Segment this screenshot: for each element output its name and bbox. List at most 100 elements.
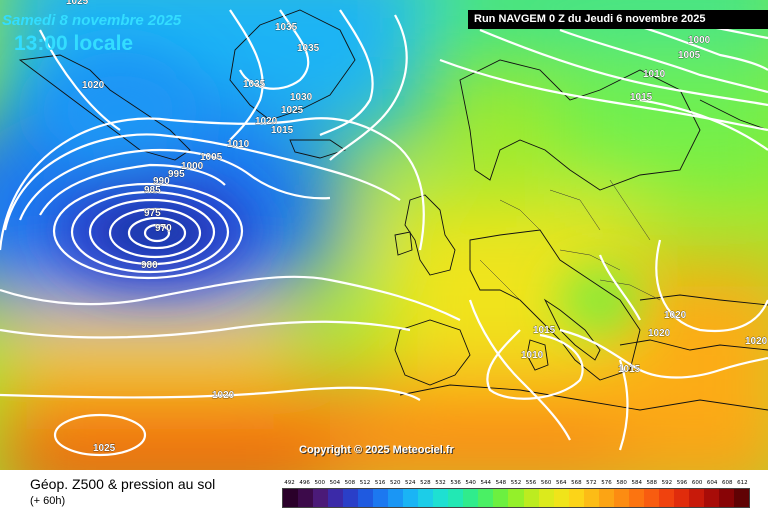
scale-tick-label: 500 <box>314 480 325 486</box>
scale-tick-label: 524 <box>405 480 416 486</box>
scale-tick-label: 504 <box>329 480 341 486</box>
scale-tick-label: 584 <box>631 480 642 486</box>
isobar-label: 1025 <box>66 0 89 7</box>
scale-tick-label: 560 <box>540 480 552 486</box>
scale-tick-label: 540 <box>465 480 476 486</box>
scale-swatch <box>583 489 599 507</box>
scale-swatch <box>418 489 434 507</box>
legend-footer: Géop. Z500 & pression au sol (+ 60h) 492… <box>0 470 768 512</box>
scale-tick-label: 604 <box>706 480 718 486</box>
isobar-label: 1010 <box>521 350 544 361</box>
scale-tick-label: 520 <box>389 480 401 486</box>
color-scale-labels: 492 496 500 504 508 512 516 520 524 528 532 536 540 5… <box>282 480 750 486</box>
scale-tick-label: 532 <box>435 480 446 486</box>
scale-swatch <box>613 489 629 507</box>
scale-swatch <box>463 489 479 507</box>
isobar-label: 1015 <box>618 364 641 375</box>
isobar-label: 1035 <box>297 43 320 54</box>
scale-tick-label: 596 <box>676 480 688 486</box>
scale-tick-label: 496 <box>299 480 310 486</box>
scale-swatch <box>553 489 569 507</box>
scale-tick-label: 492 <box>284 480 295 486</box>
isobar-label: 1005 <box>678 50 701 61</box>
scale-swatch <box>358 489 374 507</box>
scale-swatch <box>283 489 299 507</box>
map-canvas: 1025 1035 1035 1020 1035 1030 1025 1020 … <box>0 0 768 470</box>
isobar-label: 995 <box>168 169 185 180</box>
forecast-date: Samedi 8 novembre 2025 <box>2 12 182 29</box>
forecast-time: 13:00 locale <box>14 32 134 55</box>
isobar-label: 1005 <box>200 152 223 163</box>
scale-swatch <box>388 489 404 507</box>
isobar-label: 1035 <box>275 22 298 33</box>
scale-tick-label: 528 <box>420 480 431 486</box>
isobar-label: 975 <box>144 208 161 219</box>
isobar-label: 1020 <box>745 336 768 347</box>
isobar-label: 985 <box>144 185 161 196</box>
borders <box>479 179 661 301</box>
scale-swatch <box>328 489 344 507</box>
scale-swatch <box>568 489 584 507</box>
isobar-label: 1020 <box>82 80 105 91</box>
scale-tick-label: 588 <box>646 480 658 486</box>
isobar-labels: 1025 1035 1035 1020 1035 1030 1025 1020 … <box>66 0 768 454</box>
scale-swatch <box>373 489 389 507</box>
isobar-label: 1000 <box>181 161 204 172</box>
isobar-label: 990 <box>153 176 170 187</box>
scale-swatch <box>703 489 719 507</box>
isobar-label: 1015 <box>533 325 556 336</box>
isobar-label: 1015 <box>271 125 294 136</box>
scale-swatch <box>508 489 524 507</box>
scale-tick-label: 544 <box>480 480 492 486</box>
scale-swatch <box>733 489 749 507</box>
isobar-label: 1010 <box>227 139 250 150</box>
isobar-label: 1000 <box>688 35 711 46</box>
scale-swatch <box>598 489 614 507</box>
color-scale: 492 496 500 504 508 512 516 520 524 528 532 536 540 5… <box>282 480 750 508</box>
scale-tick-label: 536 <box>450 480 461 486</box>
scale-tick-label: 552 <box>510 480 522 486</box>
scale-tick-label: 592 <box>661 480 673 486</box>
scale-tick-label: 572 <box>586 480 597 486</box>
scale-swatch <box>688 489 704 507</box>
scale-swatch <box>628 489 644 507</box>
isobar-label: 1020 <box>212 390 235 401</box>
coastlines <box>18 9 768 411</box>
isobar-label: 1010 <box>643 69 666 80</box>
isobar-label: 1020 <box>648 328 671 339</box>
scale-tick-label: 608 <box>722 480 733 486</box>
scale-tick-label: 564 <box>555 480 567 486</box>
scale-tick-label: 568 <box>571 480 582 486</box>
scale-tick-label: 548 <box>495 480 507 486</box>
scale-swatch <box>433 489 449 507</box>
legend-title: Géop. Z500 & pression au sol <box>30 476 216 492</box>
scale-tick-label: 576 <box>601 480 612 486</box>
scale-swatch <box>643 489 659 507</box>
copyright-notice: Copyright © 2025 Meteociel.fr <box>299 444 454 456</box>
scale-tick-label: 580 <box>616 480 627 486</box>
isobar-label: 1020 <box>255 116 278 127</box>
scale-swatch <box>538 489 554 507</box>
isobar-label: 1015 <box>630 92 653 103</box>
scale-tick-label: 612 <box>737 480 748 486</box>
isobar-label: 1030 <box>290 92 313 103</box>
scale-swatch <box>478 489 494 507</box>
scale-tick-label: 556 <box>525 480 537 486</box>
scale-swatch <box>523 489 539 507</box>
isobar-label: 970 <box>155 223 172 234</box>
scale-swatch <box>313 489 329 507</box>
scale-swatch <box>448 489 464 507</box>
scale-tick-label: 600 <box>691 480 703 486</box>
scale-tick-label: 516 <box>374 480 386 486</box>
scale-swatch <box>658 489 674 507</box>
legend-subtitle: (+ 60h) <box>30 495 66 507</box>
color-scale-bar <box>282 488 750 508</box>
scale-tick-label: 512 <box>359 480 371 486</box>
isobars <box>0 9 768 457</box>
scale-swatch <box>403 489 419 507</box>
weather-map: 1025 1035 1035 1020 1035 1030 1025 1020 … <box>0 0 768 470</box>
isobar-label: 1025 <box>281 105 304 116</box>
scale-swatch <box>343 489 359 507</box>
scale-swatch <box>493 489 509 507</box>
isobar-label: 980 <box>141 260 158 271</box>
